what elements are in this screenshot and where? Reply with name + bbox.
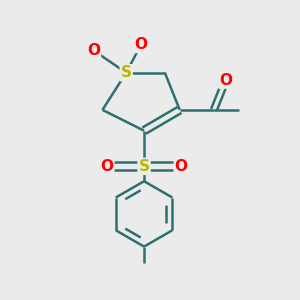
- Text: O: O: [219, 73, 232, 88]
- Text: O: O: [100, 159, 113, 174]
- Text: O: O: [87, 43, 100, 58]
- Text: S: S: [139, 159, 150, 174]
- Text: O: O: [175, 159, 188, 174]
- Text: S: S: [121, 65, 132, 80]
- Text: O: O: [135, 37, 148, 52]
